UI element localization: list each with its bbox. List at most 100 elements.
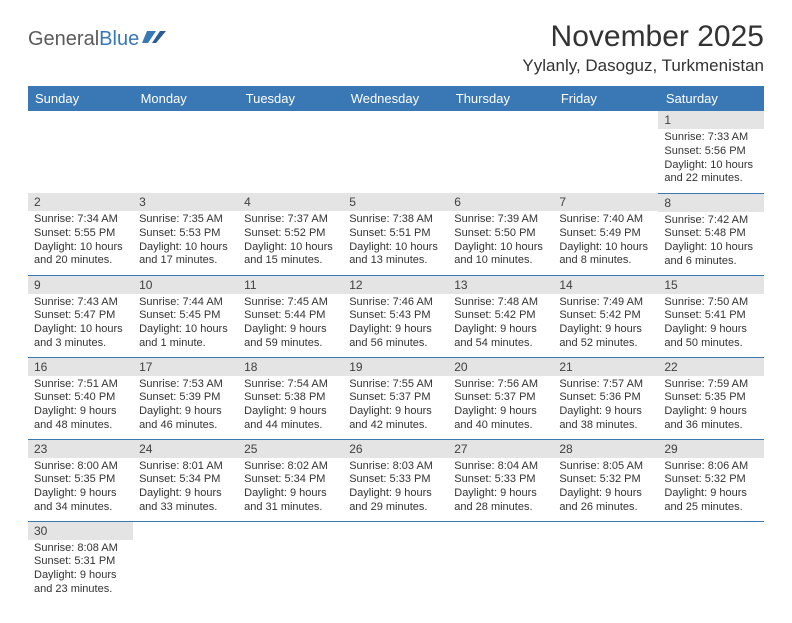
calendar-row: 1Sunrise: 7:33 AMSunset: 5:56 PMDaylight… — [28, 111, 764, 193]
calendar-cell: 1Sunrise: 7:33 AMSunset: 5:56 PMDaylight… — [658, 111, 763, 193]
day-details: Sunrise: 8:04 AMSunset: 5:33 PMDaylight:… — [448, 458, 553, 519]
day-details: Sunrise: 8:02 AMSunset: 5:34 PMDaylight:… — [238, 458, 343, 519]
calendar-cell: 23Sunrise: 8:00 AMSunset: 5:35 PMDayligh… — [28, 439, 133, 521]
calendar-cell: 7Sunrise: 7:40 AMSunset: 5:49 PMDaylight… — [553, 193, 658, 275]
calendar-cell: 6Sunrise: 7:39 AMSunset: 5:50 PMDaylight… — [448, 193, 553, 275]
calendar-cell — [658, 521, 763, 603]
calendar-cell: 10Sunrise: 7:44 AMSunset: 5:45 PMDayligh… — [133, 275, 238, 357]
location-text: Yylanly, Dasoguz, Turkmenistan — [522, 56, 764, 76]
page-title: November 2025 — [522, 20, 764, 54]
day-details: Sunrise: 7:55 AMSunset: 5:37 PMDaylight:… — [343, 376, 448, 437]
day-details: Sunrise: 7:51 AMSunset: 5:40 PMDaylight:… — [28, 376, 133, 437]
calendar-cell — [343, 111, 448, 193]
weekday-header: Wednesday — [343, 86, 448, 111]
calendar-cell: 20Sunrise: 7:56 AMSunset: 5:37 PMDayligh… — [448, 357, 553, 439]
calendar-cell: 4Sunrise: 7:37 AMSunset: 5:52 PMDaylight… — [238, 193, 343, 275]
header: GeneralBlue November 2025 Yylanly, Dasog… — [28, 20, 764, 76]
calendar-cell: 27Sunrise: 8:04 AMSunset: 5:33 PMDayligh… — [448, 439, 553, 521]
day-details: Sunrise: 7:43 AMSunset: 5:47 PMDaylight:… — [28, 294, 133, 355]
day-number: 9 — [28, 276, 133, 294]
calendar-cell: 30Sunrise: 8:08 AMSunset: 5:31 PMDayligh… — [28, 521, 133, 603]
day-details: Sunrise: 7:46 AMSunset: 5:43 PMDaylight:… — [343, 294, 448, 355]
calendar-cell: 2Sunrise: 7:34 AMSunset: 5:55 PMDaylight… — [28, 193, 133, 275]
calendar-cell: 12Sunrise: 7:46 AMSunset: 5:43 PMDayligh… — [343, 275, 448, 357]
calendar-cell — [133, 111, 238, 193]
day-number: 26 — [343, 440, 448, 458]
calendar-table: SundayMondayTuesdayWednesdayThursdayFrid… — [28, 86, 764, 603]
day-details: Sunrise: 7:53 AMSunset: 5:39 PMDaylight:… — [133, 376, 238, 437]
day-details: Sunrise: 7:33 AMSunset: 5:56 PMDaylight:… — [658, 129, 763, 190]
weekday-header: Monday — [133, 86, 238, 111]
day-number: 15 — [658, 276, 763, 294]
calendar-cell — [553, 111, 658, 193]
weekday-header: Thursday — [448, 86, 553, 111]
day-details: Sunrise: 7:49 AMSunset: 5:42 PMDaylight:… — [553, 294, 658, 355]
day-number: 17 — [133, 358, 238, 376]
day-number: 5 — [343, 193, 448, 211]
calendar-body: 1Sunrise: 7:33 AMSunset: 5:56 PMDaylight… — [28, 111, 764, 603]
day-number: 24 — [133, 440, 238, 458]
calendar-cell: 11Sunrise: 7:45 AMSunset: 5:44 PMDayligh… — [238, 275, 343, 357]
day-number: 8 — [658, 194, 763, 212]
day-details: Sunrise: 7:54 AMSunset: 5:38 PMDaylight:… — [238, 376, 343, 437]
weekday-header: Sunday — [28, 86, 133, 111]
day-details: Sunrise: 7:38 AMSunset: 5:51 PMDaylight:… — [343, 211, 448, 272]
calendar-cell: 13Sunrise: 7:48 AMSunset: 5:42 PMDayligh… — [448, 275, 553, 357]
day-details: Sunrise: 7:45 AMSunset: 5:44 PMDaylight:… — [238, 294, 343, 355]
day-number: 16 — [28, 358, 133, 376]
flag-icon — [142, 28, 166, 51]
calendar-cell: 3Sunrise: 7:35 AMSunset: 5:53 PMDaylight… — [133, 193, 238, 275]
day-number: 22 — [658, 358, 763, 376]
day-details: Sunrise: 7:44 AMSunset: 5:45 PMDaylight:… — [133, 294, 238, 355]
day-details: Sunrise: 8:01 AMSunset: 5:34 PMDaylight:… — [133, 458, 238, 519]
calendar-cell — [238, 111, 343, 193]
calendar-cell — [448, 521, 553, 603]
logo: GeneralBlue — [28, 20, 166, 51]
calendar-cell: 17Sunrise: 7:53 AMSunset: 5:39 PMDayligh… — [133, 357, 238, 439]
day-number: 1 — [658, 111, 763, 129]
day-number: 27 — [448, 440, 553, 458]
calendar-cell: 19Sunrise: 7:55 AMSunset: 5:37 PMDayligh… — [343, 357, 448, 439]
day-number: 29 — [658, 440, 763, 458]
calendar-row: 2Sunrise: 7:34 AMSunset: 5:55 PMDaylight… — [28, 193, 764, 275]
calendar-cell: 5Sunrise: 7:38 AMSunset: 5:51 PMDaylight… — [343, 193, 448, 275]
day-details: Sunrise: 7:37 AMSunset: 5:52 PMDaylight:… — [238, 211, 343, 272]
day-details: Sunrise: 7:48 AMSunset: 5:42 PMDaylight:… — [448, 294, 553, 355]
weekday-header: Tuesday — [238, 86, 343, 111]
calendar-cell — [28, 111, 133, 193]
day-details: Sunrise: 8:05 AMSunset: 5:32 PMDaylight:… — [553, 458, 658, 519]
calendar-cell: 21Sunrise: 7:57 AMSunset: 5:36 PMDayligh… — [553, 357, 658, 439]
calendar-cell: 26Sunrise: 8:03 AMSunset: 5:33 PMDayligh… — [343, 439, 448, 521]
day-details: Sunrise: 8:08 AMSunset: 5:31 PMDaylight:… — [28, 540, 133, 601]
day-number: 30 — [28, 522, 133, 540]
day-number: 6 — [448, 193, 553, 211]
title-block: November 2025 Yylanly, Dasoguz, Turkmeni… — [522, 20, 764, 76]
day-details: Sunrise: 7:50 AMSunset: 5:41 PMDaylight:… — [658, 294, 763, 355]
day-details: Sunrise: 8:03 AMSunset: 5:33 PMDaylight:… — [343, 458, 448, 519]
calendar-cell — [133, 521, 238, 603]
calendar-row: 9Sunrise: 7:43 AMSunset: 5:47 PMDaylight… — [28, 275, 764, 357]
day-number: 11 — [238, 276, 343, 294]
calendar-row: 23Sunrise: 8:00 AMSunset: 5:35 PMDayligh… — [28, 439, 764, 521]
day-number: 25 — [238, 440, 343, 458]
day-details: Sunrise: 7:57 AMSunset: 5:36 PMDaylight:… — [553, 376, 658, 437]
calendar-cell: 25Sunrise: 8:02 AMSunset: 5:34 PMDayligh… — [238, 439, 343, 521]
calendar-cell — [343, 521, 448, 603]
calendar-cell — [238, 521, 343, 603]
day-details: Sunrise: 8:06 AMSunset: 5:32 PMDaylight:… — [658, 458, 763, 519]
day-details: Sunrise: 7:39 AMSunset: 5:50 PMDaylight:… — [448, 211, 553, 272]
calendar-cell: 18Sunrise: 7:54 AMSunset: 5:38 PMDayligh… — [238, 357, 343, 439]
day-number: 18 — [238, 358, 343, 376]
calendar-cell: 16Sunrise: 7:51 AMSunset: 5:40 PMDayligh… — [28, 357, 133, 439]
day-details: Sunrise: 7:34 AMSunset: 5:55 PMDaylight:… — [28, 211, 133, 272]
weekday-header: Friday — [553, 86, 658, 111]
day-number: 20 — [448, 358, 553, 376]
day-details: Sunrise: 8:00 AMSunset: 5:35 PMDaylight:… — [28, 458, 133, 519]
calendar-cell: 28Sunrise: 8:05 AMSunset: 5:32 PMDayligh… — [553, 439, 658, 521]
day-details: Sunrise: 7:59 AMSunset: 5:35 PMDaylight:… — [658, 376, 763, 437]
day-number: 2 — [28, 193, 133, 211]
weekday-header: Saturday — [658, 86, 763, 111]
calendar-cell: 14Sunrise: 7:49 AMSunset: 5:42 PMDayligh… — [553, 275, 658, 357]
day-details: Sunrise: 7:56 AMSunset: 5:37 PMDaylight:… — [448, 376, 553, 437]
day-number: 3 — [133, 193, 238, 211]
